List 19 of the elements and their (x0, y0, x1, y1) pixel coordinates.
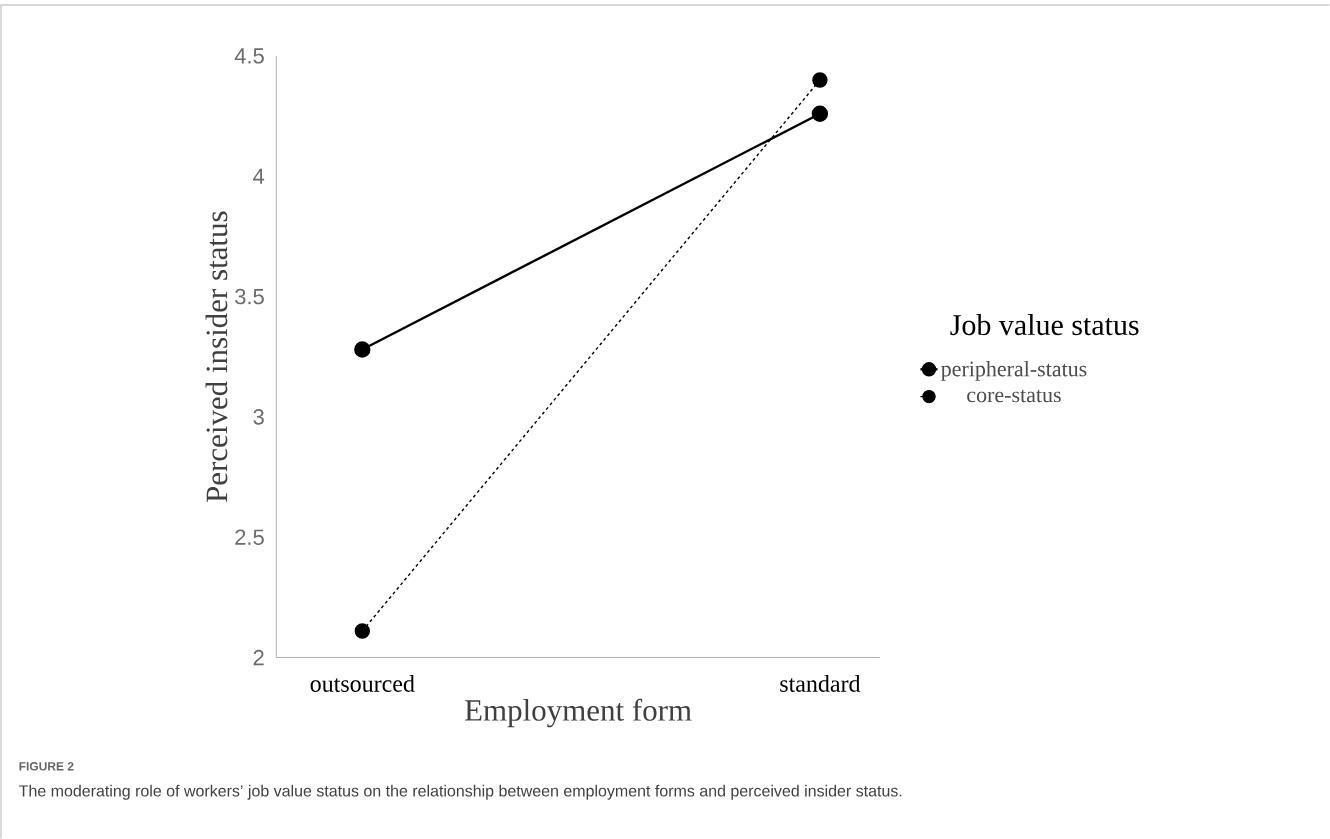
x-tick-label: standard (780, 675, 861, 692)
x-tick-label: outsourced (310, 675, 415, 692)
text: The moderating role of workers’ job value status on the relationship between employment forms and perceived insider status. (19, 784, 902, 800)
point (811, 105, 829, 122)
y-tick-label: 4.5 (234, 48, 264, 64)
legend-label: core-status (967, 389, 1061, 403)
y-tick-label: 4 (253, 168, 265, 184)
legend-title: Job value status (950, 314, 1139, 336)
y-tick-label: 3.5 (235, 288, 264, 305)
y-tick-label: 3 (253, 409, 264, 425)
y-tick-label: 2 (253, 649, 264, 666)
y-axis-title: Perceived insider status (205, 211, 228, 503)
x-axis-title: Employment form (464, 698, 692, 728)
legend-label: peripheral-status (941, 360, 1087, 381)
y-tick-label: 2.5 (235, 529, 264, 546)
point (354, 341, 371, 358)
point (354, 623, 371, 639)
point (812, 72, 828, 88)
caption: FIGURE 2 (19, 762, 74, 771)
